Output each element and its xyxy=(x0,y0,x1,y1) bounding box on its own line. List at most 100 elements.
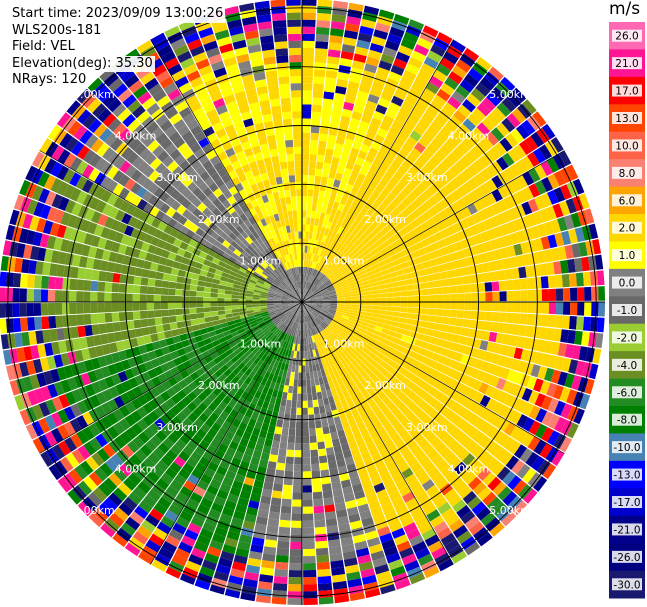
velocity-gate xyxy=(260,353,268,362)
velocity-gate xyxy=(222,199,232,209)
velocity-gate xyxy=(377,280,385,286)
velocity-gate xyxy=(465,215,476,227)
velocity-gate xyxy=(352,324,361,331)
velocity-gate xyxy=(353,490,366,500)
velocity-gate xyxy=(218,222,227,232)
velocity-gate xyxy=(521,119,536,136)
velocity-gate xyxy=(328,42,342,51)
velocity-gate xyxy=(153,302,161,310)
velocity-gate xyxy=(101,343,112,355)
velocity-gate xyxy=(361,479,373,490)
velocity-gate xyxy=(444,194,456,206)
velocity-gate xyxy=(202,143,214,154)
velocity-gate xyxy=(444,205,455,217)
velocity-gate xyxy=(379,306,387,311)
velocity-gate xyxy=(131,248,141,259)
velocity-gate xyxy=(257,509,269,519)
velocity-gate xyxy=(354,319,363,325)
velocity-gate xyxy=(202,433,214,445)
velocity-gate xyxy=(252,373,260,382)
velocity-gate xyxy=(336,291,344,295)
velocity-gate xyxy=(183,277,192,285)
velocity-gate xyxy=(415,241,425,250)
velocity-gate xyxy=(457,302,465,310)
velocity-gate xyxy=(385,132,397,143)
velocity-gate xyxy=(260,242,268,251)
velocity-gate xyxy=(241,319,250,325)
velocity-gate xyxy=(284,279,290,286)
velocity-gate xyxy=(358,83,371,94)
velocity-gate xyxy=(491,428,504,443)
velocity-gate xyxy=(302,146,310,154)
velocity-gate xyxy=(348,370,356,379)
velocity-gate xyxy=(151,559,168,572)
velocity-gate xyxy=(491,461,506,476)
velocity-gate xyxy=(280,302,288,305)
velocity-gate xyxy=(214,344,223,352)
velocity-gate xyxy=(77,109,92,125)
velocity-gate xyxy=(32,151,45,168)
velocity-gate xyxy=(326,343,333,351)
velocity-gate xyxy=(304,322,307,331)
velocity-gate xyxy=(303,598,318,605)
velocity-gate xyxy=(172,335,182,344)
velocity-gate xyxy=(217,289,226,294)
velocity-gate xyxy=(199,327,208,335)
velocity-gate xyxy=(455,59,472,73)
velocity-gate xyxy=(53,128,68,145)
velocity-gate xyxy=(264,216,272,225)
velocity-gate xyxy=(294,322,298,330)
velocity-gate xyxy=(460,266,470,276)
velocity-gate xyxy=(290,534,302,543)
velocity-gate xyxy=(160,454,174,467)
velocity-gate xyxy=(233,510,246,521)
velocity-gate xyxy=(322,296,330,299)
velocity-gate xyxy=(393,231,403,241)
velocity-gate xyxy=(39,357,50,372)
velocity-gate xyxy=(308,343,313,351)
velocity-gate xyxy=(495,332,505,344)
velocity-gate xyxy=(63,365,74,379)
velocity-gate xyxy=(303,555,316,564)
velocity-gate xyxy=(400,217,411,227)
velocity-gate xyxy=(281,296,289,300)
velocity-gate xyxy=(142,475,156,489)
velocity-gate xyxy=(25,423,38,440)
velocity-gate xyxy=(526,213,537,227)
velocity-gate xyxy=(252,249,260,258)
velocity-gate xyxy=(203,337,212,346)
velocity-gate xyxy=(510,128,525,144)
velocity-gate xyxy=(485,517,501,532)
velocity-gate xyxy=(521,388,533,402)
velocity-gate xyxy=(327,366,334,375)
velocity-gate xyxy=(407,296,415,302)
velocity-gate xyxy=(44,174,57,191)
velocity-gate xyxy=(159,202,171,214)
velocity-gate xyxy=(248,379,257,388)
velocity-gate xyxy=(183,320,192,327)
velocity-gate xyxy=(288,299,296,301)
velocity-gate xyxy=(262,260,269,268)
velocity-gate xyxy=(196,89,210,101)
velocity-gate xyxy=(296,351,300,359)
velocity-gate xyxy=(259,392,267,401)
velocity-gate xyxy=(22,376,34,392)
velocity-gate xyxy=(222,544,237,555)
velocity-gate xyxy=(266,256,273,264)
velocity-gate xyxy=(216,265,225,272)
velocity-gate xyxy=(317,5,332,14)
velocity-gate xyxy=(189,313,198,320)
velocity-gate xyxy=(310,253,315,262)
velocity-gate xyxy=(462,397,474,409)
velocity-gate xyxy=(174,295,183,302)
velocity-gate xyxy=(445,261,454,271)
velocity-gate xyxy=(476,243,486,254)
velocity-gate xyxy=(559,184,572,200)
velocity-gate xyxy=(101,429,114,444)
velocity-gate xyxy=(302,450,311,458)
velocity-gate xyxy=(277,412,285,421)
velocity-gate xyxy=(342,449,353,459)
velocity-gate xyxy=(313,512,325,521)
velocity-gate xyxy=(359,510,372,520)
velocity-gate xyxy=(113,331,123,342)
